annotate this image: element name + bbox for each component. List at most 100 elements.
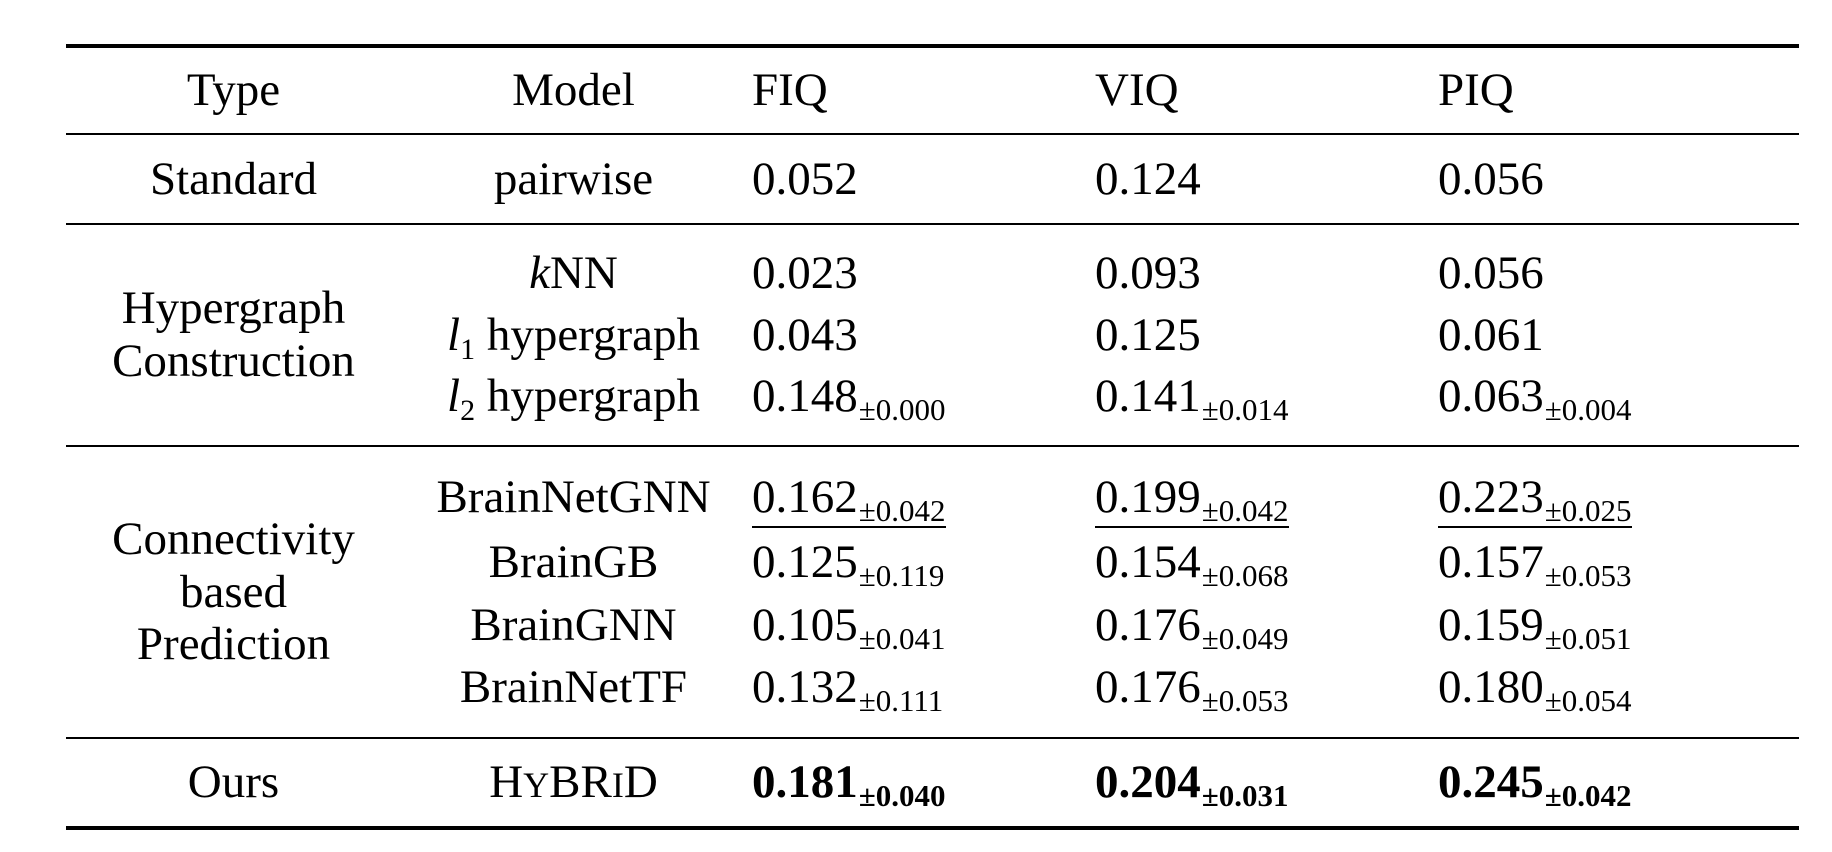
value-std: ±0.068 bbox=[1201, 557, 1289, 593]
value-mean: 0.105 bbox=[752, 598, 858, 651]
value-std: ±0.042 bbox=[1201, 493, 1289, 529]
value-std: ±0.053 bbox=[1201, 683, 1289, 719]
value-mean: 0.176 bbox=[1095, 598, 1201, 651]
value-std: ±0.051 bbox=[1544, 620, 1632, 656]
model-cell: BrainNetGNN bbox=[436, 471, 711, 524]
value-mean: 0.181 bbox=[752, 756, 858, 809]
value-std: ±0.004 bbox=[1544, 392, 1632, 428]
value-mean: 0.148 bbox=[752, 370, 858, 423]
viq-cell: 0.199±0.042 bbox=[1089, 446, 1432, 530]
viq-cell: 0.176±0.053 bbox=[1089, 656, 1432, 738]
value-std: ±0.040 bbox=[858, 778, 946, 814]
model-rest: hypergraph bbox=[475, 308, 700, 361]
value-std: ±0.054 bbox=[1544, 683, 1632, 719]
viq-cell: 0.125 bbox=[1095, 308, 1201, 361]
piq-cell: 0.063±0.004 bbox=[1432, 366, 1799, 446]
value-mean: 0.157 bbox=[1438, 535, 1544, 588]
fiq-cell: 0.181±0.040 bbox=[746, 738, 1089, 828]
value-mean: 0.063 bbox=[1438, 370, 1544, 423]
value-mean: 0.159 bbox=[1438, 598, 1544, 651]
model-name-part: I bbox=[611, 765, 624, 806]
value-std: ±0.053 bbox=[1544, 557, 1632, 593]
model-cell: BrainGB bbox=[488, 535, 659, 588]
fiq-cell: 0.148±0.000 bbox=[746, 366, 1089, 446]
value-std: ±0.119 bbox=[858, 557, 945, 593]
viq-cell: 0.204±0.031 bbox=[1089, 738, 1432, 828]
model-name-part: BR bbox=[549, 756, 612, 809]
model-cell: HYBRID bbox=[401, 738, 746, 828]
model-cell: l1 hypergraph bbox=[401, 304, 746, 366]
fiq-cell: 0.043 bbox=[752, 308, 858, 361]
value-mean: 0.176 bbox=[1095, 661, 1201, 714]
table-row: BrainGB 0.125±0.119 0.154±0.068 0.157±0.… bbox=[66, 530, 1799, 594]
header-piq: PIQ bbox=[1438, 64, 1514, 117]
value-std: ±0.042 bbox=[1544, 778, 1632, 814]
header-fiq: FIQ bbox=[752, 64, 828, 117]
table-row: Ours HYBRID 0.181±0.040 0.204±0.031 0.24… bbox=[66, 738, 1799, 828]
model-sub: 2 bbox=[460, 394, 476, 428]
table-row: Connectivity based Prediction BrainNetGN… bbox=[66, 446, 1799, 670]
piq-cell: 0.157±0.053 bbox=[1432, 530, 1799, 594]
group-connectivity: Connectivity based Prediction BrainNetGN… bbox=[66, 446, 1799, 738]
group-ours: Ours HYBRID 0.181±0.040 0.204±0.031 0.24… bbox=[66, 738, 1799, 828]
group-standard: Standard pairwise 0.052 0.124 0.056 bbox=[66, 134, 1799, 224]
results-table: Type Model FIQ VIQ PIQ Standard pairwise… bbox=[66, 44, 1799, 830]
fiq-cell: 0.132±0.111 bbox=[746, 656, 1089, 738]
model-rest: hypergraph bbox=[475, 370, 700, 423]
piq-cell: 0.245±0.042 bbox=[1432, 738, 1799, 828]
value-mean: 0.245 bbox=[1438, 756, 1544, 809]
piq-cell: 0.223±0.025 bbox=[1432, 446, 1799, 530]
value-std: ±0.000 bbox=[858, 392, 946, 428]
viq-cell: 0.154±0.068 bbox=[1089, 530, 1432, 594]
results-table-container: Type Model FIQ VIQ PIQ Standard pairwise… bbox=[66, 44, 1799, 830]
fiq-cell: 0.105±0.041 bbox=[746, 594, 1089, 656]
type-line: Hypergraph bbox=[121, 282, 346, 335]
group-hypergraph: Hypergraph Construction kNN 0.023 0.093 … bbox=[66, 224, 1799, 446]
header-row: Type Model FIQ VIQ PIQ bbox=[66, 46, 1799, 134]
viq-cell: 0.093 bbox=[1095, 247, 1201, 300]
piq-cell: 0.056 bbox=[1438, 152, 1544, 205]
value-std: ±0.025 bbox=[1544, 493, 1632, 529]
underlined-value: 0.223±0.025 bbox=[1438, 471, 1632, 528]
underlined-value: 0.199±0.042 bbox=[1095, 471, 1289, 528]
value-mean: 0.132 bbox=[752, 661, 858, 714]
value-mean: 0.199 bbox=[1095, 471, 1201, 524]
fiq-cell: 0.162±0.042 bbox=[746, 446, 1089, 530]
fiq-cell: 0.023 bbox=[752, 247, 858, 300]
type-line: Prediction bbox=[136, 618, 331, 671]
header-viq: VIQ bbox=[1095, 64, 1179, 117]
type-cell: Standard bbox=[149, 152, 318, 205]
model-name-part: Y bbox=[523, 765, 550, 806]
model-cell: l2 hypergraph bbox=[401, 366, 746, 446]
value-std: ±0.014 bbox=[1201, 392, 1289, 428]
model-cell: pairwise bbox=[493, 152, 654, 205]
header-model: Model bbox=[512, 64, 635, 117]
model-cell: BrainNetTF bbox=[459, 661, 688, 714]
value-std: ±0.111 bbox=[858, 683, 944, 719]
piq-cell: 0.061 bbox=[1438, 308, 1544, 361]
model-name-part: H bbox=[489, 756, 524, 809]
type-cell: Ours bbox=[187, 756, 280, 809]
type-cell: Hypergraph Construction bbox=[66, 224, 401, 446]
model-var: l bbox=[447, 308, 461, 361]
underlined-value: 0.162±0.042 bbox=[752, 471, 946, 528]
piq-cell: 0.159±0.051 bbox=[1432, 594, 1799, 656]
piq-cell: 0.056 bbox=[1438, 247, 1544, 300]
model-cell: kNN bbox=[401, 224, 746, 304]
table-header: Type Model FIQ VIQ PIQ bbox=[66, 46, 1799, 134]
table-row: Hypergraph Construction kNN 0.023 0.093 … bbox=[66, 224, 1799, 387]
value-mean: 0.223 bbox=[1438, 471, 1544, 524]
model-sub: 1 bbox=[460, 332, 476, 366]
value-std: ±0.049 bbox=[1201, 620, 1289, 656]
viq-cell: 0.124 bbox=[1095, 152, 1201, 205]
value-mean: 0.141 bbox=[1095, 370, 1201, 423]
viq-cell: 0.176±0.049 bbox=[1089, 594, 1432, 656]
model-cell: BrainGNN bbox=[470, 598, 677, 651]
table-row: BrainNetTF 0.132±0.111 0.176±0.053 0.180… bbox=[66, 656, 1799, 738]
model-var: l bbox=[447, 370, 461, 423]
value-std: ±0.041 bbox=[858, 620, 946, 656]
value-mean: 0.154 bbox=[1095, 535, 1201, 588]
model-name-part: D bbox=[623, 756, 658, 809]
fiq-cell: 0.052 bbox=[752, 152, 858, 205]
type-cell: Connectivity based Prediction bbox=[66, 446, 401, 738]
